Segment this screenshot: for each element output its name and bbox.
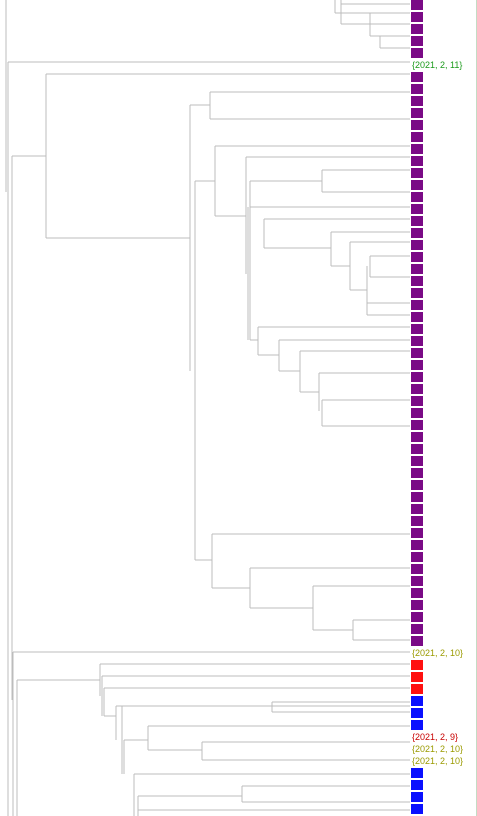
- leaf-square-purple[interactable]: [411, 0, 423, 10]
- leaf-square-purple[interactable]: [411, 108, 423, 118]
- leaf-label: {2021, 2, 9}: [412, 732, 459, 742]
- leaf-square-purple[interactable]: [411, 48, 423, 58]
- leaf-square-purple[interactable]: [411, 588, 423, 598]
- leaf-square-purple[interactable]: [411, 540, 423, 550]
- leaf-square-purple[interactable]: [411, 528, 423, 538]
- leaf-square-purple[interactable]: [411, 564, 423, 574]
- leaf-square-purple[interactable]: [411, 384, 423, 394]
- leaf-square-purple[interactable]: [411, 456, 423, 466]
- leaf-square-purple[interactable]: [411, 288, 423, 298]
- leaf-square-purple[interactable]: [411, 168, 423, 178]
- leaf-square-purple[interactable]: [411, 396, 423, 406]
- leaf-square-purple[interactable]: [411, 408, 423, 418]
- leaf-square-purple[interactable]: [411, 72, 423, 82]
- leaf-square-purple[interactable]: [411, 444, 423, 454]
- leaf-label: {2021, 2, 11}: [412, 60, 463, 70]
- leaf-square-purple[interactable]: [411, 612, 423, 622]
- leaf-square-purple[interactable]: [411, 240, 423, 250]
- leaf-square-purple[interactable]: [411, 12, 423, 22]
- leaf-square-purple[interactable]: [411, 552, 423, 562]
- leaf-square-purple[interactable]: [411, 120, 423, 130]
- leaf-square-purple[interactable]: [411, 180, 423, 190]
- leaf-square-purple[interactable]: [411, 576, 423, 586]
- leaf-square-red[interactable]: [411, 684, 423, 694]
- leaf-square-blue[interactable]: [411, 696, 423, 706]
- leaf-square-blue[interactable]: [411, 708, 423, 718]
- leaf-square-purple[interactable]: [411, 480, 423, 490]
- leaf-square-purple[interactable]: [411, 516, 423, 526]
- leaf-square-purple[interactable]: [411, 300, 423, 310]
- leaf-square-purple[interactable]: [411, 504, 423, 514]
- leaf-square-purple[interactable]: [411, 336, 423, 346]
- dendrogram-branches: [5, 0, 410, 816]
- leaf-square-purple[interactable]: [411, 24, 423, 34]
- leaf-square-purple[interactable]: [411, 264, 423, 274]
- leaf-square-purple[interactable]: [411, 468, 423, 478]
- leaf-square-purple[interactable]: [411, 600, 423, 610]
- leaf-square-purple[interactable]: [411, 84, 423, 94]
- leaf-square-purple[interactable]: [411, 132, 423, 142]
- leaf-square-purple[interactable]: [411, 360, 423, 370]
- leaf-square-purple[interactable]: [411, 276, 423, 286]
- leaf-square-blue[interactable]: [411, 804, 423, 814]
- leaf-square-purple[interactable]: [411, 252, 423, 262]
- leaf-square-purple[interactable]: [411, 348, 423, 358]
- leaf-square-purple[interactable]: [411, 432, 423, 442]
- leaf-square-red[interactable]: [411, 660, 423, 670]
- leaf-square-blue[interactable]: [411, 768, 423, 778]
- leaf-square-purple[interactable]: [411, 372, 423, 382]
- leaf-square-purple[interactable]: [411, 228, 423, 238]
- leaf-square-purple[interactable]: [411, 96, 423, 106]
- leaf-square-blue[interactable]: [411, 780, 423, 790]
- leaf-square-purple[interactable]: [411, 192, 423, 202]
- leaf-square-red[interactable]: [411, 672, 423, 682]
- leaf-square-purple[interactable]: [411, 204, 423, 214]
- leaf-label: {2021, 2, 10}: [412, 744, 464, 754]
- leaf-square-blue[interactable]: [411, 792, 423, 802]
- leaf-square-purple[interactable]: [411, 144, 423, 154]
- leaf-square-purple[interactable]: [411, 420, 423, 430]
- leaf-square-purple[interactable]: [411, 36, 423, 46]
- leaf-square-purple[interactable]: [411, 624, 423, 634]
- leaf-square-purple[interactable]: [411, 216, 423, 226]
- leaf-square-blue[interactable]: [411, 720, 423, 730]
- leaf-square-purple[interactable]: [411, 312, 423, 322]
- leaf-square-purple[interactable]: [411, 492, 423, 502]
- leaf-label: {2021, 2, 10}: [412, 648, 464, 658]
- leaf-square-purple[interactable]: [411, 324, 423, 334]
- leaf-square-purple[interactable]: [411, 156, 423, 166]
- leaf-label: {2021, 2, 10}: [412, 756, 464, 766]
- leaf-square-purple[interactable]: [411, 636, 423, 646]
